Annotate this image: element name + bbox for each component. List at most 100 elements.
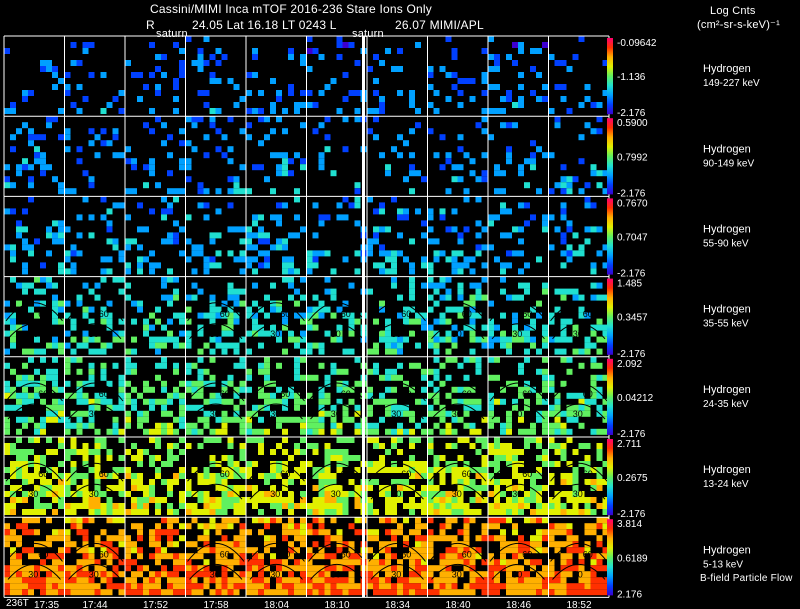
panel-energy-label: 5-13 keV bbox=[703, 559, 743, 570]
contour-label: 30 bbox=[391, 569, 401, 579]
image-cell bbox=[367, 196, 427, 275]
contour-line bbox=[308, 302, 366, 322]
image-cell bbox=[427, 116, 488, 195]
contour-line bbox=[491, 564, 545, 580]
colorbar bbox=[607, 198, 613, 275]
contour-line bbox=[247, 462, 305, 482]
contour-line bbox=[550, 382, 608, 402]
contour-line bbox=[189, 323, 243, 340]
contour-line bbox=[489, 462, 547, 482]
image-cell bbox=[306, 517, 367, 596]
contour-label: 30 bbox=[210, 409, 220, 419]
image-cell bbox=[367, 42, 421, 114]
contour-line bbox=[247, 302, 305, 322]
contour-line bbox=[66, 382, 124, 402]
colorbar bbox=[607, 278, 613, 355]
image-cell bbox=[367, 437, 427, 515]
image-cell bbox=[548, 356, 609, 435]
image-cell bbox=[548, 196, 609, 275]
contour-label: 30 bbox=[391, 489, 401, 499]
image-cell bbox=[488, 276, 548, 355]
image-cell bbox=[548, 116, 609, 195]
contour-label: 30 bbox=[270, 489, 280, 499]
contour-line bbox=[310, 483, 364, 500]
image-cell bbox=[246, 116, 306, 195]
image-cell bbox=[4, 356, 64, 435]
colorbar bbox=[607, 118, 613, 195]
colorbar-max-label: -0.09642 bbox=[617, 38, 657, 49]
contour-label: 60 bbox=[522, 549, 532, 559]
image-cell bbox=[488, 36, 548, 114]
contour-label: 60 bbox=[462, 389, 472, 399]
image-cell bbox=[312, 116, 367, 195]
contour-label: 30 bbox=[391, 329, 401, 339]
contour-label: 60 bbox=[341, 469, 351, 479]
contour-line bbox=[68, 403, 122, 420]
panel-species-label: Hydrogen bbox=[703, 464, 751, 476]
image-cell bbox=[125, 276, 185, 355]
contour-label: 30 bbox=[28, 489, 38, 499]
contour-label: 30 bbox=[210, 329, 220, 339]
units-line-2: (cm²-sr-s-keV)⁻¹ bbox=[697, 19, 780, 31]
image-cell bbox=[64, 196, 125, 275]
time-tick-label: 18:10 bbox=[325, 600, 350, 609]
contour-label: 60 bbox=[583, 549, 593, 559]
contour-line bbox=[489, 382, 547, 402]
image-cell bbox=[125, 42, 185, 114]
contour-line bbox=[247, 382, 305, 402]
time-tick-label: 17:44 bbox=[83, 600, 108, 609]
contour-line bbox=[187, 302, 245, 322]
image-cell bbox=[548, 282, 609, 355]
contour-label: 60 bbox=[522, 389, 532, 399]
contour-line bbox=[550, 462, 608, 482]
panel-energy-label: 13-24 keV bbox=[703, 479, 749, 490]
contour-label: 60 bbox=[220, 309, 230, 319]
image-cell bbox=[367, 362, 427, 435]
contour-line bbox=[68, 564, 122, 580]
contour-line bbox=[370, 564, 424, 580]
contour-label: 30 bbox=[28, 409, 38, 419]
contour-line bbox=[5, 543, 63, 562]
image-cell bbox=[125, 517, 185, 596]
contour-label: 30 bbox=[210, 489, 220, 499]
ephemeris-r-label: R bbox=[146, 18, 155, 32]
contour-label: 60 bbox=[522, 469, 532, 479]
image-cell bbox=[185, 356, 246, 435]
contour-line bbox=[5, 382, 63, 402]
image-cell bbox=[246, 356, 306, 435]
contour-label: 30 bbox=[331, 569, 341, 579]
colorbar-max-label: 2.092 bbox=[617, 359, 642, 370]
contour-line bbox=[68, 483, 122, 500]
image-cell bbox=[4, 517, 64, 596]
contour-label: 30 bbox=[573, 569, 583, 579]
contour-line bbox=[249, 403, 303, 420]
contour-label: 30 bbox=[512, 569, 522, 579]
contour-label: 30 bbox=[391, 409, 401, 419]
contour-line bbox=[68, 323, 122, 340]
contour-line bbox=[249, 564, 303, 580]
time-tick-label: 18:46 bbox=[506, 600, 531, 609]
contour-label: 30 bbox=[331, 409, 341, 419]
image-cell bbox=[548, 437, 609, 515]
panel-species-label: Hydrogen bbox=[703, 224, 751, 236]
contour-line bbox=[7, 483, 61, 500]
contour-line bbox=[552, 564, 606, 580]
image-cell bbox=[64, 128, 125, 195]
contour-label: 30 bbox=[331, 329, 341, 339]
image-cell bbox=[246, 196, 306, 275]
contour-label: 30 bbox=[210, 569, 220, 579]
contour-label: 60 bbox=[401, 389, 411, 399]
contour-label: 60 bbox=[583, 309, 593, 319]
saturn-label-2: saturn bbox=[352, 28, 384, 40]
time-tick-label: 18:52 bbox=[567, 600, 592, 609]
colorbar-mid-label: 0.7047 bbox=[617, 233, 648, 244]
bfield-label: B-field Particle Flow bbox=[700, 573, 793, 584]
colorbar-mid-label: -1.136 bbox=[617, 72, 646, 83]
colorbar-max-label: 2.711 bbox=[617, 439, 642, 450]
image-cell bbox=[4, 48, 64, 114]
colorbar-max-label: 0.7670 bbox=[617, 198, 648, 209]
contour-line bbox=[552, 483, 606, 500]
contour-line bbox=[310, 564, 364, 580]
contour-label: 30 bbox=[573, 409, 583, 419]
image-cell bbox=[367, 116, 427, 195]
